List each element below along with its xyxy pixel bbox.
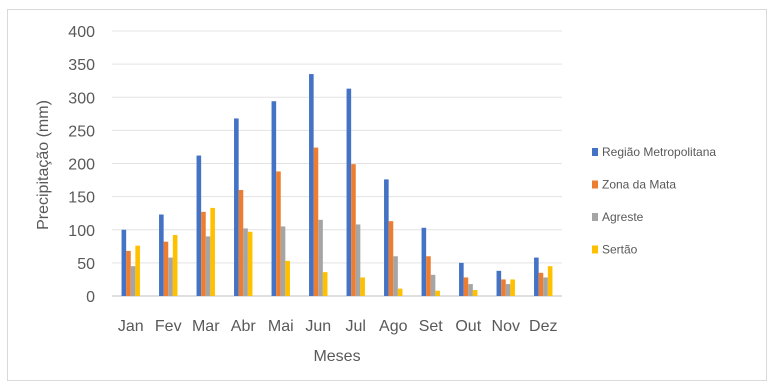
bar-zona-da-mata-out [463,277,469,296]
x-tick-label: Fev [155,318,182,335]
bar-zona-da-mata-mar [201,211,206,296]
bar-regi-o-metropolitana-jul [346,88,352,296]
bar-agreste-set [430,274,436,296]
legend-swatch [592,148,598,156]
bar-sert-o-mar [210,207,215,296]
x-tick-label: Dez [529,318,557,335]
y-axis-title: Precipitação (mm) [35,100,52,230]
y-tick-label: 250 [68,123,95,140]
x-tick-label: Nov [492,318,520,335]
legend-label: Região Metropolitana [602,145,716,159]
bar-zona-da-mata-abr [238,190,244,296]
legend-label: Agreste [602,210,644,224]
bar-sert-o-jul [360,277,365,296]
bar-regi-o-metropolitana-mai [271,101,277,296]
bar-regi-o-metropolitana-set [421,227,427,296]
legend-swatch [592,213,598,221]
x-tick-label: Set [419,318,444,335]
legend-swatch [592,180,598,189]
bar-zona-da-mata-ago [388,221,394,296]
bar-sert-o-out [472,290,478,296]
bar-zona-da-mata-jun [313,147,319,296]
bar-regi-o-metropolitana-jun [309,74,314,296]
bar-agreste-mar [205,236,211,297]
bar-sert-o-fev [172,235,178,296]
bar-agreste-fev [168,257,173,296]
bar-agreste-abr [243,228,248,296]
bar-regi-o-metropolitana-fev [159,214,164,296]
y-tick-label: 0 [86,289,95,306]
legend-label: Zona da Mata [602,178,676,192]
y-tick-label: 100 [68,223,95,240]
x-tick-label: Ago [379,318,408,335]
bar-sert-o-set [435,290,440,296]
bar-agreste-jun [318,219,323,296]
bar-zona-da-mata-jan [126,250,131,296]
y-tick-label: 50 [77,256,95,273]
bar-regi-o-metropolitana-nov [496,270,502,296]
x-tick-label: Abr [231,318,257,335]
bar-agreste-nov [505,284,511,296]
bar-agreste-jan [130,266,136,296]
bar-sert-o-ago [397,288,403,296]
legend-label: Sertão [602,243,638,257]
bar-sert-o-dez [547,266,553,296]
bar-agreste-mai [280,226,286,296]
legend-swatch [592,245,598,254]
x-tick-label: Jun [305,318,331,335]
bar-sert-o-jan [135,245,140,296]
bar-zona-da-mata-mai [276,171,281,296]
x-tick-label: Mar [192,318,220,335]
bar-regi-o-metropolitana-abr [234,118,239,296]
bar-regi-o-metropolitana-dez [534,257,539,296]
bar-sert-o-nov [510,279,515,296]
bar-regi-o-metropolitana-jan [121,229,127,296]
bar-agreste-out [468,284,473,296]
y-tick-label: 150 [68,190,95,207]
bar-agreste-dez [543,277,548,296]
x-tick-label: Mai [268,318,294,335]
legend: Região Metropolitana Zona da Mata Agreste S… [592,145,716,257]
y-tick-label: 350 [68,57,95,74]
gridlines [112,30,562,297]
bar-regi-o-metropolitana-out [459,262,464,297]
y-tick-label: 400 [68,24,95,41]
bar-agreste-ago [393,256,398,296]
x-tick-label: Jul [346,318,366,335]
bars [121,74,553,297]
bar-agreste-jul [355,224,361,296]
bar-sert-o-jun [322,272,328,296]
bar-zona-da-mata-dez [538,272,544,296]
x-axis-ticks: Jan Fev Mar Abr Mai Jun Jul Ago Set Out Nov Dez [118,318,558,335]
bar-zona-da-mata-set [426,256,431,296]
bar-regi-o-metropolitana-mar [196,155,202,296]
bar-sert-o-abr [247,231,253,296]
bar-zona-da-mata-jul [351,164,356,296]
bar-regi-o-metropolitana-ago [384,179,389,296]
x-tick-label: Out [455,318,481,335]
y-tick-label: 300 [68,90,95,107]
x-tick-label: Jan [118,318,144,335]
y-axis-ticks: 0 50 100 150 200 250 300 350 400 [68,24,95,306]
bar-zona-da-mata-nov [501,279,506,296]
y-tick-label: 200 [68,157,95,174]
bar-zona-da-mata-fev [163,241,169,296]
bar-sert-o-mai [285,260,290,296]
x-axis-title: Meses [313,348,360,365]
